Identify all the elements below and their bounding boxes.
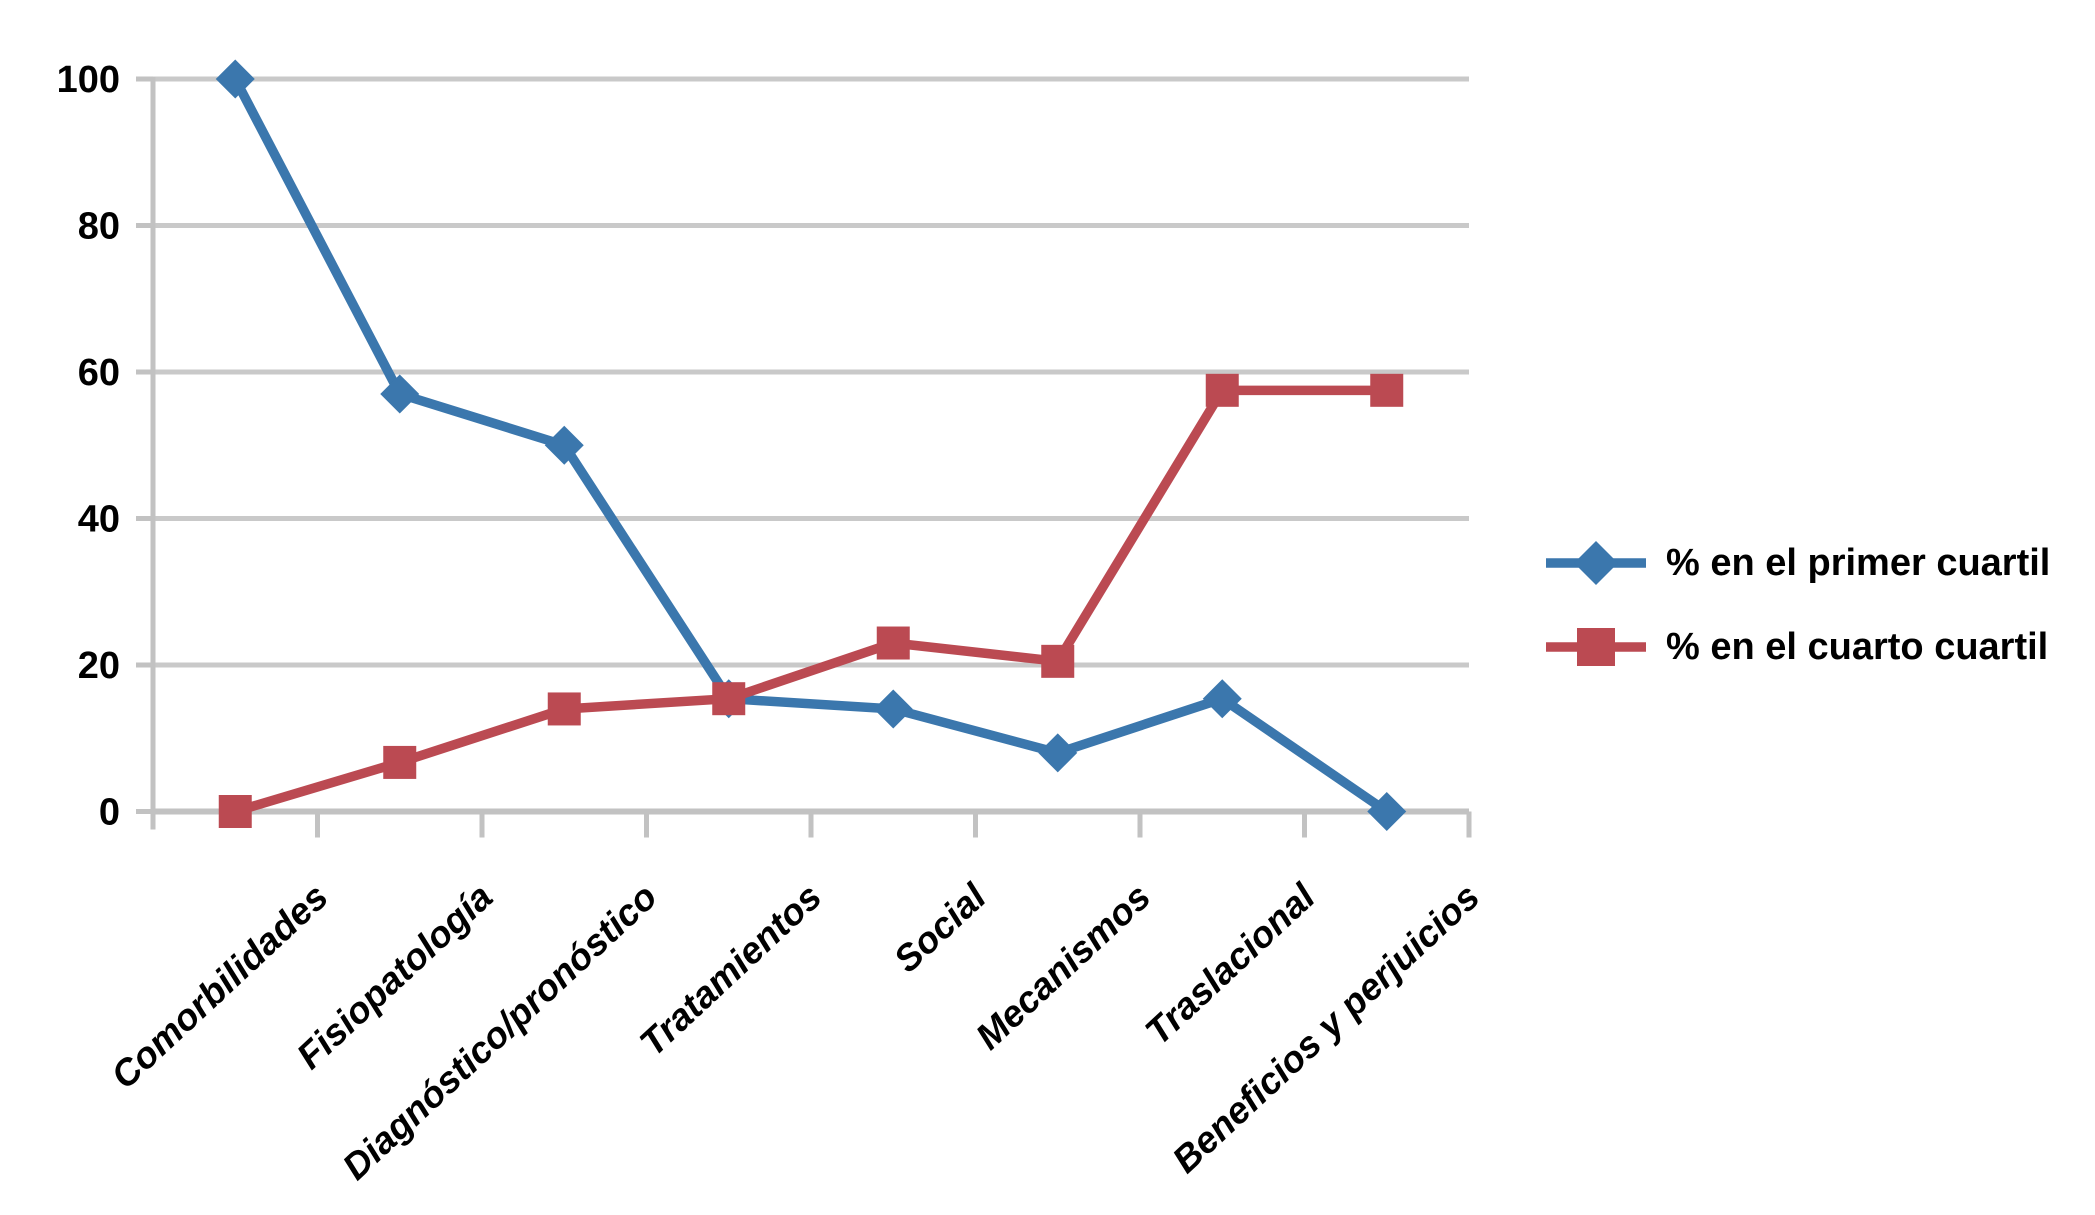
x-category-label-6: Traslacional bbox=[1137, 875, 1323, 1052]
y-tick-label-20: 20 bbox=[78, 645, 120, 687]
marker-square-s1-3 bbox=[712, 682, 746, 716]
marker-square-s1-6 bbox=[1205, 373, 1239, 407]
y-tick-label-60: 60 bbox=[78, 352, 120, 394]
legend-item-primer-cuartil: % en el primer cuartil bbox=[1544, 540, 2050, 586]
marker-diamond-s0-0 bbox=[215, 59, 255, 99]
marker-diamond-s0-1 bbox=[380, 374, 420, 414]
legend-item-cuarto-cuartil: % en el cuarto cuartil bbox=[1544, 624, 2050, 670]
y-tick-label-0: 0 bbox=[99, 792, 120, 834]
series-line-0 bbox=[231, 76, 1390, 816]
x-category-label-7: Beneficios y perjuicios bbox=[1164, 876, 1487, 1181]
y-tick-label-100: 100 bbox=[57, 59, 120, 101]
legend: % en el primer cuartil % en el cuarto cu… bbox=[1544, 540, 2050, 670]
legend-label-primer-cuartil: % en el primer cuartil bbox=[1666, 542, 2051, 584]
x-category-label-0: Comorbilidades bbox=[103, 876, 335, 1097]
y-tick-label-40: 40 bbox=[78, 499, 120, 541]
x-category-label-4: Social bbox=[886, 875, 994, 980]
marker-square-s1-7 bbox=[1370, 373, 1404, 407]
series-line-1 bbox=[233, 385, 1387, 817]
marker-diamond-s0-6 bbox=[1202, 679, 1242, 719]
legend-diamond-marker-icon bbox=[1546, 541, 1646, 585]
marker-diamond-s0-5 bbox=[1038, 733, 1078, 773]
marker-square-s1-2 bbox=[547, 692, 581, 726]
marker-diamond-s0-4 bbox=[873, 689, 913, 729]
marker-square-s1-0 bbox=[218, 795, 252, 828]
legend-label-cuarto-cuartil: % en el cuarto cuartil bbox=[1666, 626, 2049, 668]
x-category-label-2: Diagnóstico/pronóstico bbox=[335, 876, 665, 1188]
y-tick-label-80: 80 bbox=[78, 206, 120, 248]
x-category-label-5: Mecanismos bbox=[968, 876, 1158, 1057]
legend-square-marker-icon bbox=[1546, 628, 1646, 666]
marker-square-s1-1 bbox=[383, 745, 417, 779]
marker-diamond-s0-2 bbox=[544, 425, 584, 465]
marker-diamond-s0-7 bbox=[1367, 792, 1407, 831]
marker-square-s1-5 bbox=[1041, 644, 1075, 678]
marker-square-s1-4 bbox=[876, 626, 910, 660]
